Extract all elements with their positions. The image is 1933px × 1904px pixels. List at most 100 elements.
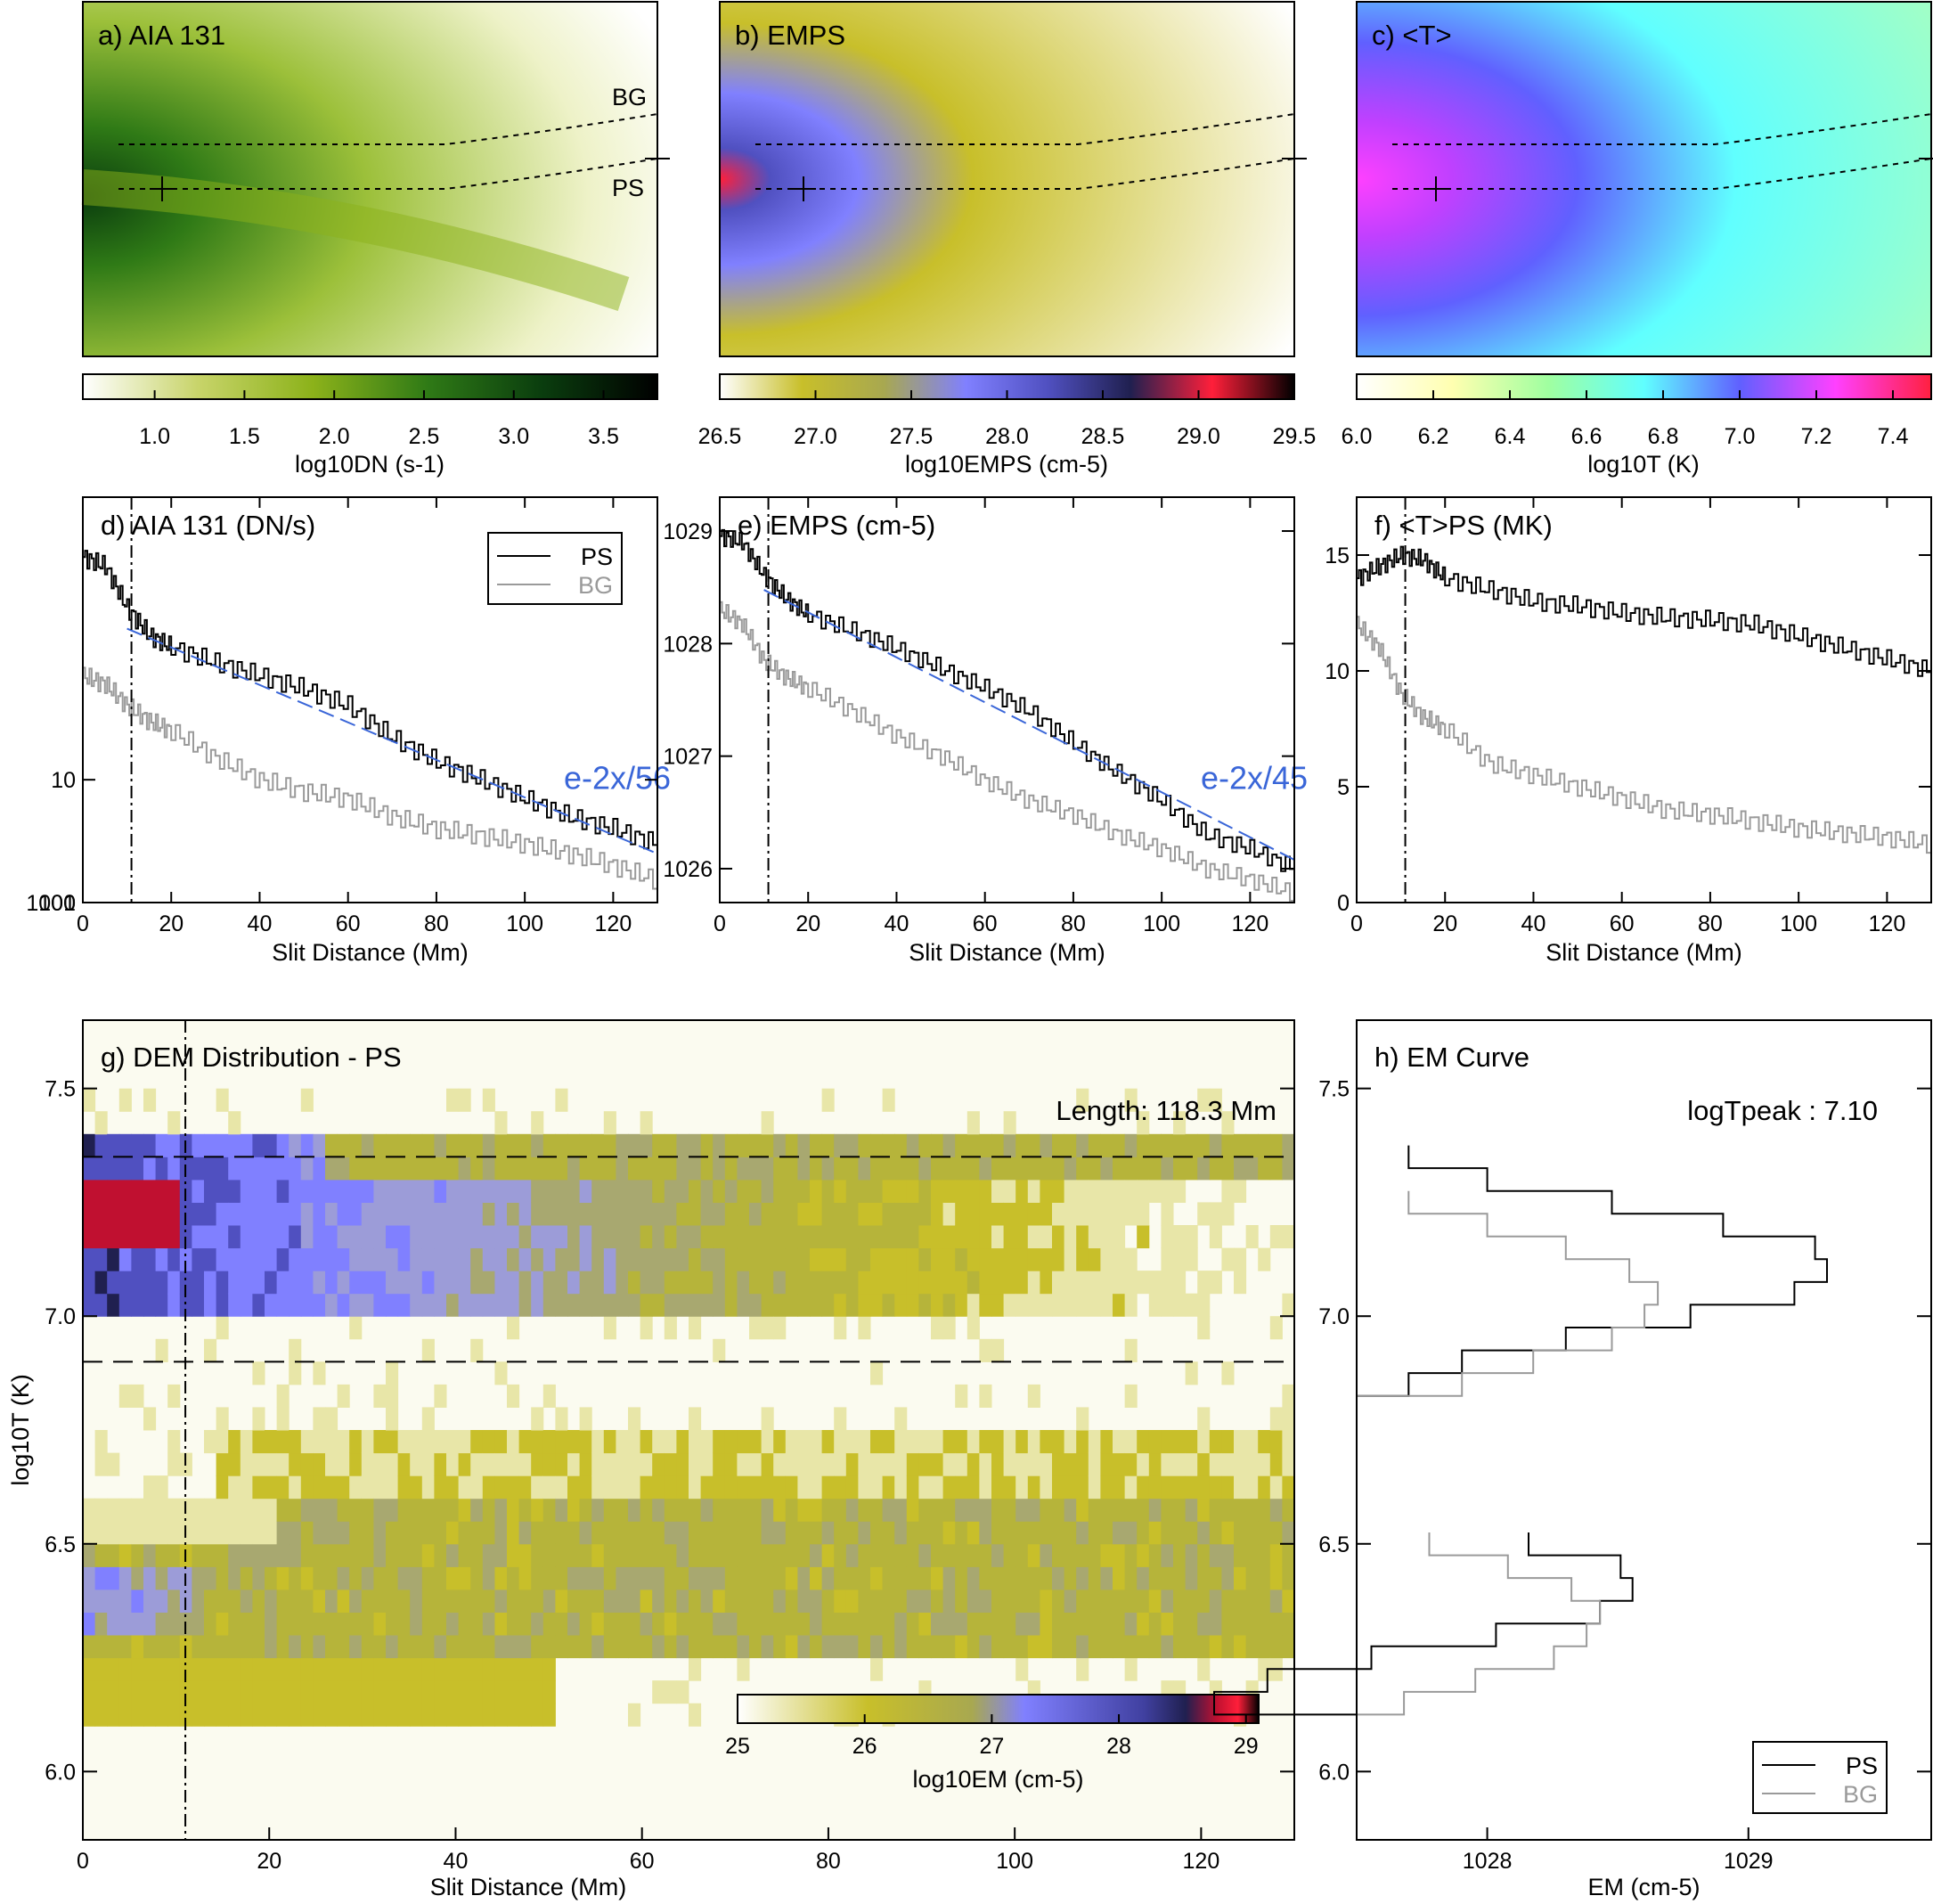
- heatmap-cell: [228, 1179, 241, 1203]
- heatmap-cell: [1015, 1589, 1029, 1613]
- heatmap-cell: [1113, 1452, 1126, 1476]
- heatmap-cell: [410, 1271, 423, 1295]
- heatmap-cell: [518, 1202, 532, 1226]
- heatmap-cell: [555, 1635, 568, 1659]
- heatmap-cell: [628, 1566, 641, 1590]
- heatmap-cell: [1088, 1430, 1101, 1454]
- heatmap-cell: [567, 1271, 581, 1295]
- heatmap-cell: [507, 1179, 520, 1203]
- heatmap-cell: [713, 1271, 726, 1295]
- heatmap-cell: [265, 1635, 278, 1659]
- heatmap-cell: [870, 1498, 884, 1522]
- heatmap-cell: [118, 1247, 132, 1271]
- heatmap-cell: [240, 1589, 253, 1613]
- heatmap-cell: [1245, 1612, 1259, 1636]
- heatmap-cell: [397, 1657, 411, 1681]
- heatmap-cell: [531, 1543, 544, 1567]
- heatmap-cell: [737, 1179, 750, 1203]
- heatmap-cell: [1064, 1566, 1077, 1590]
- heatmap-cell: [94, 1179, 108, 1203]
- heatmap-cell: [83, 1156, 96, 1181]
- heatmap-cell: [531, 1612, 544, 1636]
- heatmap-cell: [834, 1635, 847, 1659]
- heatmap-cell: [664, 1566, 677, 1590]
- heatmap-cell: [397, 1543, 411, 1567]
- heatmap-cell: [906, 1612, 919, 1636]
- heatmap-cell: [603, 1316, 616, 1340]
- heatmap-cell: [1197, 1293, 1211, 1317]
- heatmap-cell: [845, 1635, 859, 1659]
- heatmap-cell: [276, 1657, 290, 1681]
- heatmap-cell: [421, 1566, 435, 1590]
- heatmap-cell: [518, 1271, 532, 1295]
- heatmap-cell: [349, 1271, 363, 1295]
- heatmap-cell: [1173, 1430, 1187, 1454]
- heatmap-cell: [143, 1475, 157, 1500]
- heatmap-cell: [628, 1589, 641, 1613]
- heatmap-cell: [1052, 1452, 1065, 1476]
- heatmap-cell: [652, 1271, 665, 1295]
- heatmap-cell: [337, 1452, 350, 1476]
- heatmap-cell: [94, 1657, 108, 1681]
- heatmap-cell: [737, 1293, 750, 1317]
- heatmap-cell: [931, 1635, 944, 1659]
- heatmap-cell: [179, 1247, 192, 1271]
- heatmap-cell: [518, 1179, 532, 1203]
- heatmap-cell: [834, 1179, 847, 1203]
- colorbar-tick-label: 6.2: [1418, 424, 1449, 449]
- heatmap-cell: [579, 1543, 592, 1567]
- heatmap-cell: [216, 1521, 229, 1545]
- heatmap-cell: [386, 1293, 399, 1317]
- heatmap-cell: [361, 1475, 374, 1500]
- colorbar-a-title: log10DN (s-1): [295, 451, 445, 478]
- heatmap-cell: [628, 1543, 641, 1567]
- heatmap-cell: [1282, 1384, 1295, 1408]
- heatmap-cell: [591, 1475, 605, 1500]
- heatmap-cell: [458, 1680, 471, 1704]
- heatmap-cell: [749, 1543, 763, 1567]
- heatmap-cell: [700, 1612, 714, 1636]
- heatmap-cell: [1027, 1498, 1040, 1522]
- heatmap-cell: [942, 1589, 956, 1613]
- heatmap-cell: [845, 1133, 859, 1157]
- heatmap-cell: [349, 1247, 363, 1271]
- heatmap-cell: [785, 1543, 798, 1567]
- heatmap-cell: [918, 1566, 932, 1590]
- heatmap-cell: [689, 1271, 702, 1295]
- heatmap-cell: [397, 1612, 411, 1636]
- heatmap-cell: [216, 1225, 229, 1249]
- heatmap-cell: [518, 1635, 532, 1659]
- heatmap-cell: [325, 1133, 338, 1157]
- heatmap-cell: [361, 1179, 374, 1203]
- heatmap-cell: [931, 1156, 944, 1181]
- heatmap-cell: [542, 1543, 556, 1567]
- heatmap-cell: [689, 1156, 702, 1181]
- heatmap-cell: [518, 1225, 532, 1249]
- heatmap-cell: [942, 1179, 956, 1203]
- heatmap-cell: [616, 1612, 629, 1636]
- heatmap-cell: [882, 1271, 895, 1295]
- heatmap-cell: [785, 1247, 798, 1271]
- heatmap-cell: [870, 1225, 884, 1249]
- heatmap-cell: [834, 1475, 847, 1500]
- heatmap-cell: [507, 1452, 520, 1476]
- heatmap-cell: [518, 1452, 532, 1476]
- panel-a-frame: [82, 1, 658, 357]
- colorbar-tick-label: 2.5: [409, 424, 440, 449]
- heatmap-cell: [1027, 1543, 1040, 1567]
- heatmap-cell: [640, 1111, 653, 1135]
- heatmap-cell: [313, 1271, 326, 1295]
- heatmap-cell: [810, 1156, 823, 1181]
- heatmap-cell: [955, 1133, 968, 1157]
- plot-title: e) EMPS (cm-5): [738, 510, 935, 541]
- heatmap-cell: [1148, 1156, 1162, 1181]
- heatmap-cell: [1064, 1635, 1077, 1659]
- heatmap-cell: [821, 1156, 835, 1181]
- heatmap-cell: [507, 1498, 520, 1522]
- heatmap-cell: [1185, 1589, 1198, 1613]
- heatmap-cell: [83, 1247, 96, 1271]
- heatmap-cell: [942, 1498, 956, 1522]
- heatmap-cell: [94, 1156, 108, 1181]
- heatmap-cell: [155, 1703, 168, 1727]
- heatmap-cell: [1100, 1612, 1113, 1636]
